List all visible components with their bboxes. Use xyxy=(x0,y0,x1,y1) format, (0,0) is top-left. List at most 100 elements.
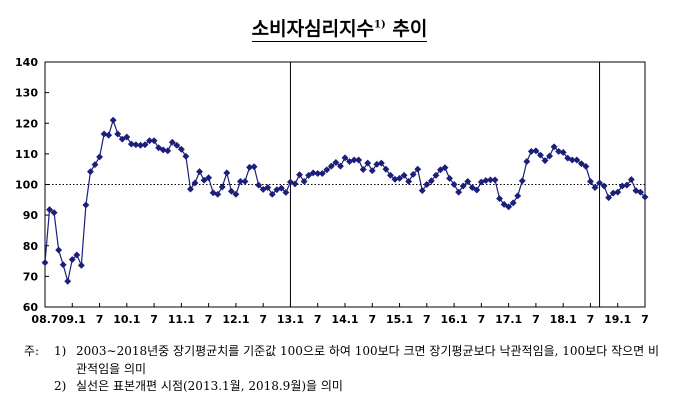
data-point-marker xyxy=(564,154,572,162)
note-text: 실선은 표본개편 시점(2013.1월, 2018.9월)을 의미 xyxy=(76,379,343,393)
data-point-marker xyxy=(518,177,526,185)
data-point-marker xyxy=(459,182,467,190)
chart-title-suffix: 추이 xyxy=(385,18,428,40)
data-point-marker xyxy=(632,187,640,195)
x-tick-label: 16.1 xyxy=(441,313,468,326)
data-point-marker xyxy=(195,168,204,176)
data-point-marker xyxy=(109,116,117,124)
chart-title-main: 소비자심리지수 xyxy=(251,18,375,40)
data-point-marker xyxy=(445,174,454,182)
x-tick-label: 10.1 xyxy=(113,313,140,326)
data-point-marker xyxy=(223,169,231,177)
data-point-marker xyxy=(559,148,567,156)
data-point-marker xyxy=(327,162,335,170)
data-point-marker xyxy=(68,255,76,264)
x-tick-label: 09.1 xyxy=(59,313,86,326)
y-tick-label: 90 xyxy=(23,209,39,222)
data-point-marker xyxy=(123,133,131,141)
data-point-marker xyxy=(141,141,149,149)
data-point-marker xyxy=(505,203,513,211)
data-point-marker xyxy=(291,180,299,188)
data-point-marker xyxy=(295,171,304,179)
data-point-marker xyxy=(555,147,563,155)
data-point-marker xyxy=(159,146,167,154)
data-point-marker xyxy=(355,156,363,164)
data-point-marker xyxy=(532,147,540,155)
data-point-marker xyxy=(600,182,608,190)
data-point-marker xyxy=(318,169,326,178)
data-point-marker xyxy=(232,190,240,198)
data-point-marker xyxy=(409,170,417,178)
data-point-marker xyxy=(91,161,99,169)
y-tick-label: 80 xyxy=(23,240,39,253)
data-point-marker xyxy=(191,179,199,187)
data-point-marker xyxy=(636,188,645,196)
data-point-marker xyxy=(423,180,431,189)
data-point-marker xyxy=(595,179,604,187)
data-point-marker xyxy=(341,154,349,162)
x-tick-label: 7 xyxy=(532,313,540,326)
x-tick-label: 7 xyxy=(423,313,431,326)
data-point-marker xyxy=(591,184,599,192)
y-tick-label: 110 xyxy=(15,148,38,161)
data-point-marker xyxy=(277,184,285,192)
data-point-marker xyxy=(455,188,463,196)
data-point-marker xyxy=(227,187,235,195)
data-point-marker xyxy=(582,162,590,170)
data-point-marker xyxy=(241,177,249,185)
data-point-marker xyxy=(364,159,372,167)
data-point-marker xyxy=(368,167,376,175)
data-point-marker xyxy=(50,209,58,217)
data-point-marker xyxy=(77,261,85,269)
data-point-marker xyxy=(395,174,404,182)
data-point-marker xyxy=(382,165,390,173)
data-point-marker xyxy=(377,159,385,167)
y-tick-label: 120 xyxy=(15,117,38,130)
data-point-marker xyxy=(468,184,476,192)
data-point-marker xyxy=(464,177,472,185)
data-point-marker xyxy=(623,181,631,189)
data-point-marker xyxy=(400,171,408,179)
data-point-marker xyxy=(173,141,181,149)
x-tick-label: 11.1 xyxy=(168,313,195,326)
data-point-marker xyxy=(45,206,54,214)
data-point-marker xyxy=(450,180,458,189)
data-point-marker xyxy=(177,145,185,153)
data-point-marker xyxy=(218,183,226,191)
chart-title-note-marker: 1) xyxy=(374,19,386,31)
data-point-marker xyxy=(164,147,172,155)
x-tick-label: 7 xyxy=(96,313,104,326)
data-point-marker xyxy=(332,158,340,167)
x-tick-label: 17.1 xyxy=(495,313,522,326)
data-point-marker xyxy=(105,131,113,139)
data-point-marker xyxy=(323,166,331,174)
note-lead: 주: xyxy=(24,344,40,358)
data-point-marker xyxy=(282,188,290,197)
data-point-marker xyxy=(55,246,63,254)
data-point-marker xyxy=(541,157,549,165)
data-point-marker xyxy=(473,186,481,194)
data-point-marker xyxy=(300,177,308,185)
data-point-marker xyxy=(182,152,190,160)
data-point-marker xyxy=(536,151,545,159)
data-point-marker xyxy=(414,165,422,173)
y-tick-label: 130 xyxy=(15,87,38,100)
x-tick-label: 14.1 xyxy=(331,313,358,326)
y-tick-label: 60 xyxy=(23,301,39,314)
data-point-marker xyxy=(205,174,213,182)
data-point-marker xyxy=(500,200,508,208)
data-point-marker xyxy=(427,177,435,185)
x-tick-label: 15.1 xyxy=(386,313,413,326)
data-point-marker xyxy=(491,176,499,184)
data-point-marker xyxy=(441,164,449,172)
data-point-marker xyxy=(641,193,649,201)
note-number: 2) xyxy=(54,379,67,393)
data-point-marker xyxy=(41,259,49,267)
data-point-marker xyxy=(614,188,622,196)
x-tick-label: 13.1 xyxy=(277,313,304,326)
x-tick-label: 12.1 xyxy=(222,313,249,326)
y-tick-label: 70 xyxy=(23,270,39,283)
data-point-marker xyxy=(150,137,158,145)
chart-title: 소비자심리지수1) 추이 xyxy=(0,14,679,42)
data-point-marker xyxy=(573,156,581,164)
